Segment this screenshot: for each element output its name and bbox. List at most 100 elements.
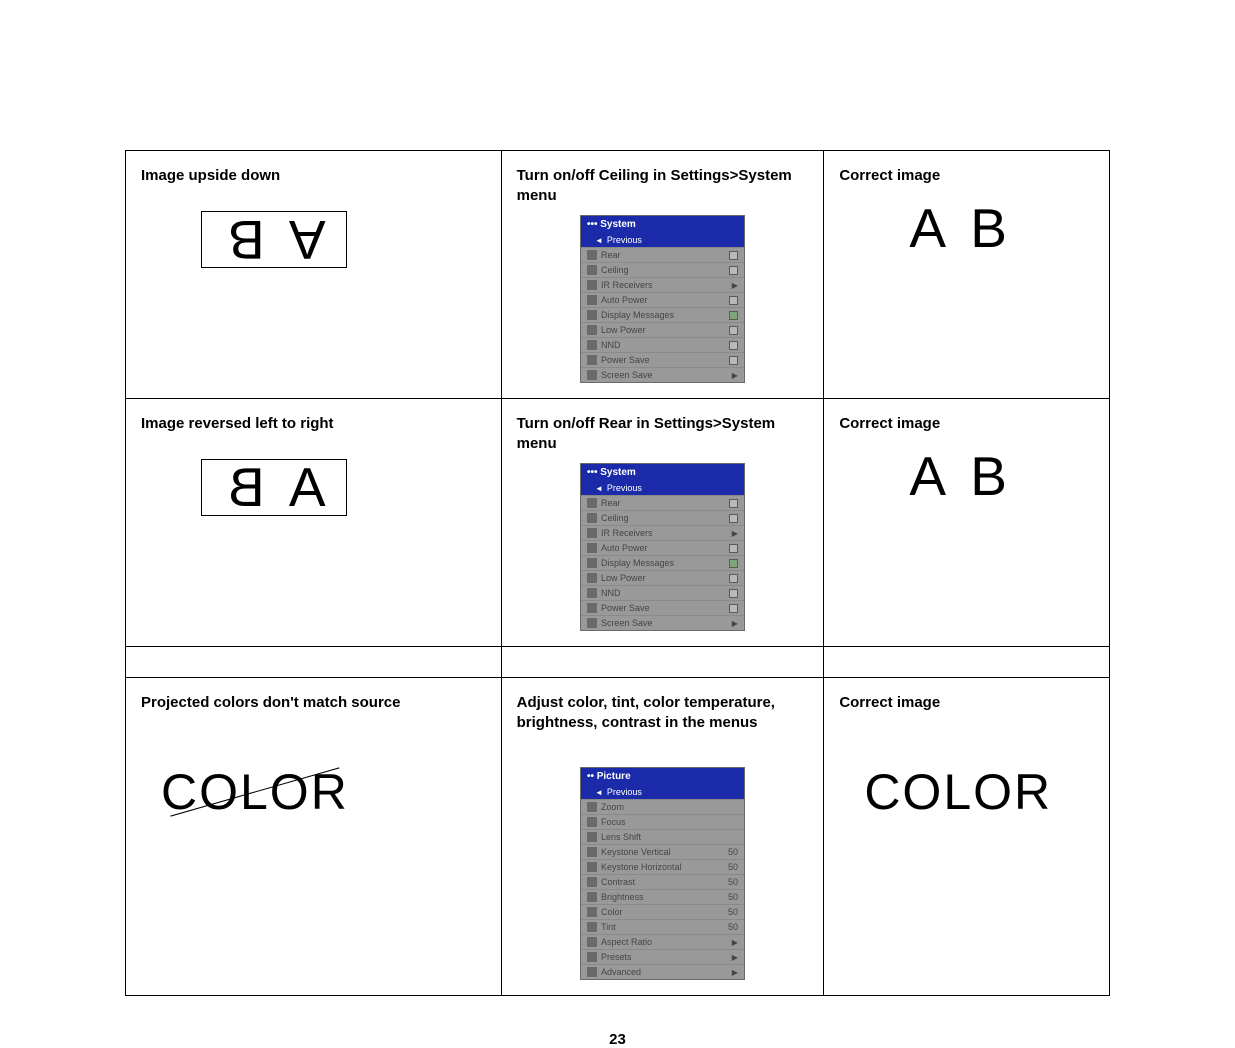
checkbox-icon[interactable] xyxy=(729,589,738,598)
menu-item-label: Color xyxy=(601,907,623,917)
checkbox-icon[interactable] xyxy=(729,296,738,305)
menu-item[interactable]: Ceiling xyxy=(581,262,744,277)
menu-item-label: Contrast xyxy=(601,877,635,887)
menu-item[interactable]: Low Power xyxy=(581,322,744,337)
menu-previous[interactable]: ◄Previous xyxy=(581,233,744,247)
menu-item-icon xyxy=(587,340,597,350)
menu-item[interactable]: Keystone Vertical 50 xyxy=(581,844,744,859)
menu-item[interactable]: IR Receivers▶ xyxy=(581,277,744,292)
menu-item[interactable]: Power Save xyxy=(581,352,744,367)
menu-item-label: Power Save xyxy=(601,355,650,365)
menu-item-label: Tint xyxy=(601,922,616,932)
menu-prev-label[interactable]: Previous xyxy=(607,483,642,493)
menu-item[interactable]: Auto Power xyxy=(581,292,744,307)
menu-item[interactable]: Aspect Ratio▶ xyxy=(581,934,744,949)
menu-item[interactable]: Display Messages xyxy=(581,307,744,322)
menu-item[interactable]: Focus xyxy=(581,814,744,829)
menu-item-icon xyxy=(587,603,597,613)
checkbox-icon[interactable] xyxy=(729,341,738,350)
menu-item[interactable]: Screen Save▶ xyxy=(581,615,744,630)
checkbox-icon[interactable] xyxy=(729,574,738,583)
menu-item-label: NND xyxy=(601,588,621,598)
menu-item-label: Low Power xyxy=(601,573,646,583)
menu-item[interactable]: IR Receivers▶ xyxy=(581,525,744,540)
menu-item-icon xyxy=(587,967,597,977)
menu-item-icon xyxy=(587,877,597,887)
menu-item-label: Rear xyxy=(601,250,621,260)
menu-item-label: NND xyxy=(601,340,621,350)
color-text: COLOR xyxy=(161,764,349,820)
menu-item[interactable]: NND xyxy=(581,585,744,600)
menu-item-icon xyxy=(587,325,597,335)
triangle-right-icon: ▶ xyxy=(732,371,738,380)
triangle-left-icon: ◄ xyxy=(595,788,603,797)
menu-previous[interactable]: ◄ Previous xyxy=(581,481,744,495)
menu-item[interactable]: NND xyxy=(581,337,744,352)
ab-text-correct: A B xyxy=(889,449,1033,504)
menu-item[interactable]: Keystone Horizontal50 xyxy=(581,859,744,874)
menu-item-icon xyxy=(587,618,597,628)
menu-title: ••• System xyxy=(581,464,744,481)
menu-item-icon xyxy=(587,558,597,568)
checkbox-icon[interactable] xyxy=(729,326,738,335)
menu-item[interactable]: Low Power xyxy=(581,570,744,585)
menu-prev-label[interactable]: Previous xyxy=(607,235,642,245)
system-menu: ••• System ◄ Previous Rear CeilingIR Receive… xyxy=(580,463,745,631)
menu-item[interactable]: Display Messages xyxy=(581,555,744,570)
menu-item-icon xyxy=(587,310,597,320)
checkbox-icon[interactable] xyxy=(729,544,738,553)
checkbox-icon[interactable] xyxy=(729,251,738,260)
menu-item-icon xyxy=(587,528,597,538)
menu-prev-label[interactable]: Previous xyxy=(607,787,642,797)
ab-text: A B xyxy=(202,460,346,515)
menu-item-value: 50 xyxy=(728,847,738,857)
checkbox-icon[interactable] xyxy=(729,499,738,508)
menu-item-icon xyxy=(587,370,597,380)
menu-item-value: 50 xyxy=(728,907,738,917)
menu-item-icon xyxy=(587,847,597,857)
menu-item-icon xyxy=(587,295,597,305)
menu-item-icon xyxy=(587,922,597,932)
checkbox-icon[interactable] xyxy=(729,559,738,568)
menu-item[interactable]: Power Save xyxy=(581,600,744,615)
menu-item[interactable]: Zoom xyxy=(581,799,744,814)
menu-item-label: Screen Save xyxy=(601,370,653,380)
menu-item[interactable]: Tint50 xyxy=(581,919,744,934)
checkbox-icon[interactable] xyxy=(729,266,738,275)
menu-item[interactable]: Rear xyxy=(581,495,744,510)
menu-item[interactable]: Lens Shift xyxy=(581,829,744,844)
menu-previous[interactable]: ◄ Previous xyxy=(581,785,744,799)
solution-heading: Adjust color, tint, color temperature, b… xyxy=(517,693,809,732)
checkbox-icon[interactable] xyxy=(729,311,738,320)
triangle-right-icon: ▶ xyxy=(732,529,738,538)
menu-item-icon xyxy=(587,588,597,598)
checkbox-icon[interactable] xyxy=(729,356,738,365)
menu-item-label: Brightness xyxy=(601,892,644,902)
menu-item-icon xyxy=(587,892,597,902)
menu-item-label: Display Messages xyxy=(601,558,674,568)
result-heading: Correct image xyxy=(839,693,1094,713)
menu-item-icon xyxy=(587,817,597,827)
triangle-left-icon: ◄ xyxy=(595,484,603,493)
ab-text: A B xyxy=(202,212,346,267)
menu-item-value: 50 xyxy=(728,862,738,872)
checkbox-icon[interactable] xyxy=(729,604,738,613)
menu-item-icon xyxy=(587,832,597,842)
menu-item[interactable]: Rear xyxy=(581,247,744,262)
menu-item[interactable]: Contrast50 xyxy=(581,874,744,889)
solution-heading: Turn on/off Ceiling in Settings>System m… xyxy=(517,166,809,205)
ab-text-correct: A B xyxy=(889,201,1033,256)
menu-item[interactable]: Ceiling xyxy=(581,510,744,525)
menu-item-icon xyxy=(587,355,597,365)
menu-item-label: Keystone Vertical xyxy=(601,847,671,857)
menu-item[interactable]: Auto Power xyxy=(581,540,744,555)
menu-item[interactable]: Brightness50 xyxy=(581,889,744,904)
checkbox-icon[interactable] xyxy=(729,514,738,523)
result-heading: Correct image xyxy=(839,414,1094,434)
menu-item[interactable]: Screen Save ▶ xyxy=(581,367,744,382)
menu-item-label: Ceiling xyxy=(601,265,629,275)
menu-item[interactable]: Color 50 xyxy=(581,904,744,919)
menu-item-label: Rear xyxy=(601,498,621,508)
menu-item[interactable]: Advanced▶ xyxy=(581,964,744,979)
menu-item[interactable]: Presets▶ xyxy=(581,949,744,964)
